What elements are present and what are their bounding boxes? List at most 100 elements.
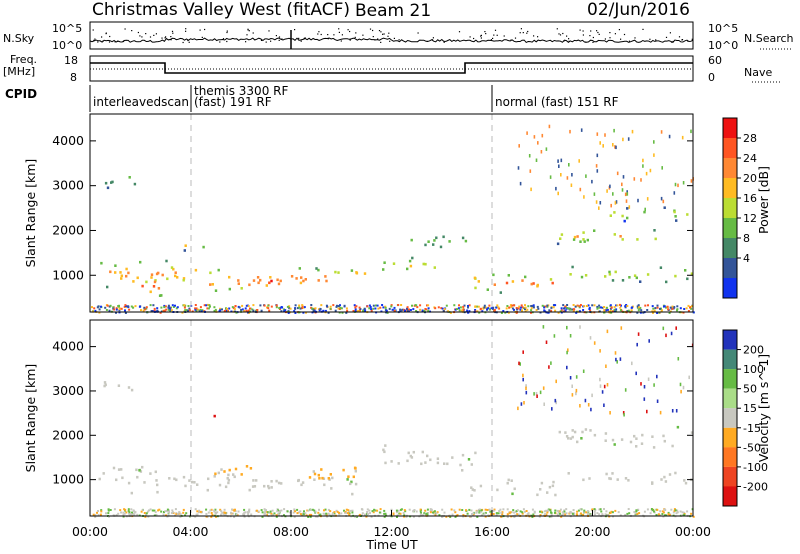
ground-scatter-cell: [332, 304, 335, 307]
ground-scatter-cell: [617, 511, 620, 514]
ground-scatter-cell: [539, 510, 541, 513]
echo-cell: [546, 491, 549, 494]
colorbar-swatch: [723, 369, 737, 389]
ground-scatter-cell: [390, 508, 393, 511]
ground-scatter-cell: [603, 508, 605, 510]
ground-scatter-cell: [576, 304, 579, 307]
noise-search-point: [485, 33, 487, 35]
sparse-echo-cell: [616, 171, 619, 176]
ground-scatter-cell: [456, 308, 459, 310]
echo-cell: [290, 275, 294, 278]
ground-scatter-cell: [333, 511, 336, 514]
echo-cell: [175, 478, 178, 482]
ground-scatter-cell: [304, 512, 307, 515]
ground-scatter-cell: [364, 309, 367, 312]
colorbar-tick-label: -100: [743, 461, 768, 474]
echo-cell: [683, 479, 686, 482]
ground-scatter-cell: [260, 509, 263, 512]
noise-search-point: [268, 30, 270, 32]
cpid-strip: CPID interleavedscan themis 3300 RF (fas…: [5, 84, 619, 112]
echo-cell: [511, 280, 515, 283]
noise-search-point: [378, 30, 381, 32]
echo-cell: [182, 277, 186, 280]
sparse-echo-cell: [557, 191, 559, 196]
ground-scatter-cell: [458, 508, 461, 511]
ground-scatter-cell: [513, 308, 515, 311]
ground-scatter-cell: [598, 306, 601, 309]
noise-search-point: [589, 35, 591, 37]
ground-scatter-cell: [156, 307, 159, 310]
echo-cell: [100, 261, 103, 265]
ground-scatter-cell: [605, 309, 608, 312]
echo-cell: [127, 386, 131, 389]
sparse-echo-cell: [662, 199, 665, 204]
ground-scatter-cell: [468, 310, 471, 313]
ground-scatter-cell: [559, 512, 561, 515]
echo-cell: [156, 490, 159, 494]
cpid-segment-2-line1: themis 3300 RF: [194, 84, 288, 98]
ground-scatter-cell: [501, 511, 504, 514]
echo-cell: [619, 235, 622, 238]
ground-scatter-cell: [426, 304, 428, 307]
ground-scatter-cell: [310, 509, 313, 511]
echo-cell: [249, 467, 253, 470]
echo-cell: [168, 477, 171, 480]
ground-scatter-cell: [573, 512, 575, 515]
ground-scatter-cell: [610, 306, 613, 309]
noise-search-point: [278, 39, 280, 41]
ground-scatter-cell: [670, 508, 673, 511]
ground-scatter-cell: [343, 304, 346, 307]
ground-scatter-cell: [566, 307, 569, 309]
ground-scatter-cell: [615, 304, 618, 307]
sparse-echo-cell: [596, 169, 599, 173]
sparse-echo-cell: [690, 179, 693, 183]
echo-cell: [259, 278, 262, 282]
ground-scatter-cell: [411, 304, 413, 307]
noise-search-point: [620, 38, 622, 40]
ground-scatter-cell: [672, 306, 675, 308]
echo-cell: [383, 450, 386, 454]
ground-scatter-cell: [283, 508, 286, 511]
ground-scatter-cell: [646, 508, 649, 511]
echo-cell: [150, 276, 153, 279]
noise-search-point: [248, 30, 250, 32]
ground-scatter-cell: [335, 305, 338, 308]
noise-strip: N.Sky N.Search 10^5 10^0 10^5 10^0: [3, 21, 794, 52]
echo-cell: [209, 271, 212, 275]
noise-search-point: [155, 33, 157, 35]
sparse-echo-cell: [535, 158, 538, 162]
echo-cell: [220, 468, 223, 471]
noise-search-point: [347, 29, 349, 31]
ground-scatter-cell: [598, 508, 601, 511]
ground-scatter-cell: [337, 307, 340, 310]
sparse-echo-cell: [635, 371, 637, 376]
ground-scatter-cell: [676, 309, 678, 312]
ground-scatter-cell: [278, 513, 281, 516]
ground-scatter-cell: [210, 512, 213, 514]
sparse-echo-cell: [525, 386, 527, 391]
noise-search-point: [634, 37, 636, 39]
noise-right-tick-top: 10^5: [708, 22, 738, 35]
time-tick-label: 00:00: [72, 524, 108, 539]
ground-scatter-cell: [267, 511, 269, 514]
sparse-echo-cell: [557, 159, 559, 163]
noise-search-point: [473, 37, 475, 40]
power-ylabel: Slant Range [km]: [23, 159, 38, 268]
ground-scatter-cell: [345, 311, 348, 314]
echo-cell: [471, 488, 474, 491]
sparse-echo-cell: [595, 164, 598, 168]
ground-scatter-cell: [176, 512, 179, 515]
ground-scatter-cell: [255, 509, 258, 512]
ground-scatter-cell: [123, 305, 126, 308]
echo-cell: [643, 210, 646, 214]
ground-scatter-cell: [424, 509, 427, 512]
echo-cell: [350, 480, 353, 484]
ground-scatter-cell: [205, 304, 208, 307]
ground-scatter-cell: [245, 309, 248, 312]
echo-cell: [233, 475, 236, 479]
ground-scatter-cell: [520, 304, 523, 307]
echo-cell: [298, 267, 301, 270]
ground-scatter-cell: [613, 310, 616, 313]
noise-search-point: [298, 37, 300, 39]
noise-strip-frame: [89, 21, 694, 50]
